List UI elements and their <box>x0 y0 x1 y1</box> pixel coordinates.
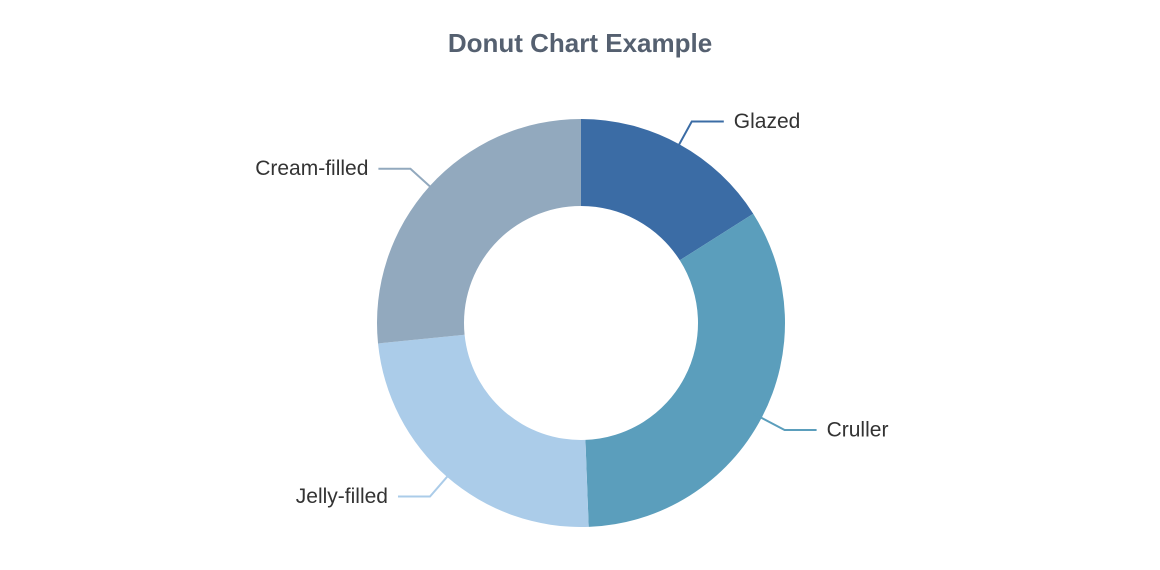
slice-label-glazed: Glazed <box>734 110 801 133</box>
slice-label-cruller: Cruller <box>827 418 889 441</box>
callout-line-glazed <box>674 120 724 153</box>
slice-glazed[interactable] <box>581 119 754 261</box>
slice-cream-filled[interactable] <box>377 119 581 344</box>
callout-line-jelly-filled <box>397 469 454 498</box>
chart-title: Donut Chart Example <box>447 28 713 58</box>
slice-cruller[interactable] <box>585 213 786 527</box>
slice-label-cream-filled: Cream-filled <box>255 157 368 180</box>
callout-line-cream-filled <box>378 167 438 193</box>
slice-label-jelly-filled: Jelly-filled <box>296 485 388 508</box>
callout-line-cruller <box>753 412 817 431</box>
slice-jelly-filled[interactable] <box>378 334 589 528</box>
